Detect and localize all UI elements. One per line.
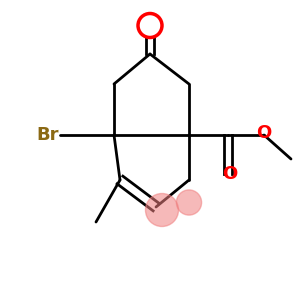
Circle shape: [138, 14, 162, 38]
Circle shape: [146, 194, 178, 226]
Text: Br: Br: [36, 126, 58, 144]
Circle shape: [176, 190, 202, 215]
Text: O: O: [256, 124, 272, 142]
Text: O: O: [222, 165, 237, 183]
